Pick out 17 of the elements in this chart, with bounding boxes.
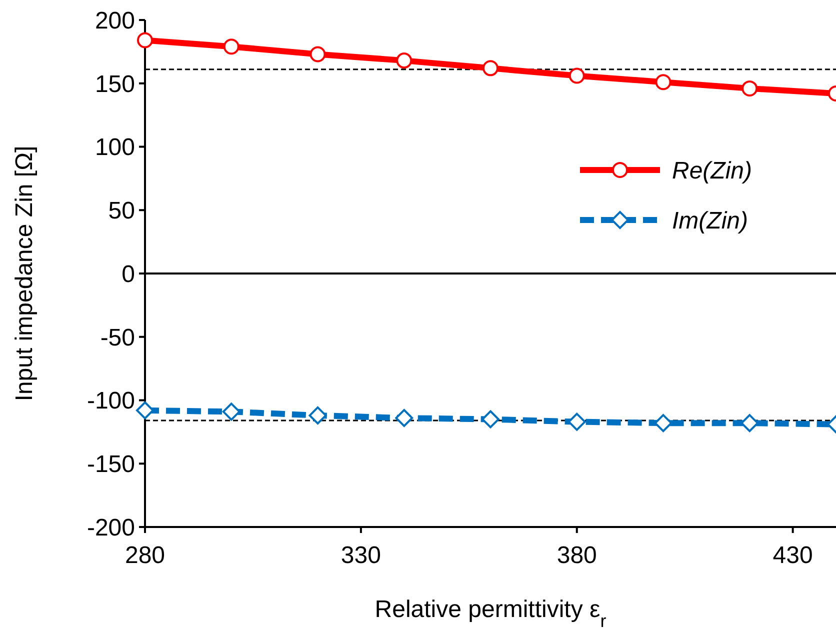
y-tick-label: 100 — [94, 134, 135, 162]
legend-label: Re(Zin) — [672, 157, 752, 184]
x-axis-title: Relative permittivity ε$_{r}$ — [374, 596, 606, 631]
x-tick-label: 380 — [556, 542, 597, 569]
y-tick-label: -50 — [100, 324, 135, 352]
x-tick-label: 330 — [340, 542, 381, 569]
y-tick-label: -100 — [86, 388, 135, 415]
y-tick-label: 0 — [122, 260, 135, 288]
x-tick-label: 430 — [772, 542, 813, 569]
y-tick-label: 150 — [94, 70, 135, 98]
y-tick-label: 50 — [108, 198, 135, 225]
y-tick-label: 200 — [94, 7, 135, 34]
y-axis-title: Input impedance Zin [Ω] — [11, 146, 38, 402]
legend-label: Im(Zin) — [672, 207, 748, 234]
y-tick-label: -200 — [86, 514, 135, 542]
y-tick-label: -150 — [86, 451, 135, 478]
x-tick-label: 280 — [124, 542, 166, 569]
